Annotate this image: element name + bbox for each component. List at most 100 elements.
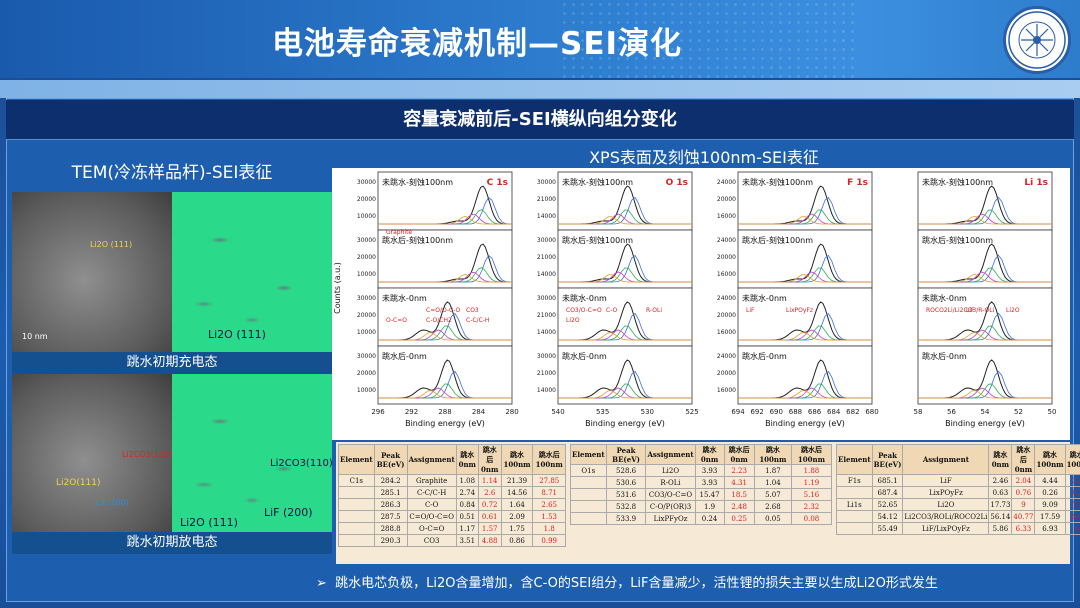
table-row: O1s 528.6 Li2O 3.93 2.23 1.87 1.88 bbox=[570, 464, 833, 477]
table-cell: 17.59 bbox=[1034, 510, 1066, 523]
xps-row-label: 未跳水-0nm bbox=[562, 293, 607, 303]
table-cell: 5.07 bbox=[753, 488, 792, 501]
xps-row-label: 跳水后-刻蚀100nm bbox=[922, 235, 993, 245]
xps-ytick: 10000 bbox=[357, 387, 376, 394]
xps-subplot bbox=[737, 345, 873, 405]
xps-xtick: 52 bbox=[1014, 408, 1023, 416]
table-cell: C-O/P(OR)3 bbox=[645, 500, 696, 513]
table-cell: 0.63 bbox=[988, 486, 1013, 499]
tem-label: Li2CO3(110) bbox=[122, 450, 173, 459]
xps-peak-annotation: C-O/CH2 bbox=[426, 317, 452, 324]
table-cell: 1.19 bbox=[790, 476, 833, 489]
table-cell: 2.46 bbox=[988, 474, 1013, 487]
table-cell: 9.09 bbox=[1034, 498, 1066, 511]
xps-fit-component bbox=[558, 390, 692, 399]
table-header-cell: Peak BE(eV) bbox=[871, 444, 904, 475]
table-header-cell: 跳水 100nm bbox=[753, 444, 792, 465]
xps-peak-annotation: C-O bbox=[606, 307, 618, 314]
xps-figure: 未跳水-刻蚀100nm C 1s 30000 20000 10000 跳水后-刻蚀100n… bbox=[332, 168, 1070, 440]
xps-ytick: 24000 bbox=[717, 237, 736, 244]
table-cell: 2.48 bbox=[723, 500, 755, 513]
table-cell: LixPOyFz bbox=[902, 486, 990, 499]
xps-fit-component bbox=[738, 390, 872, 399]
xps-fit-component bbox=[918, 331, 1052, 341]
xps-ytick: 24000 bbox=[717, 353, 736, 360]
table-row: C1s 284.2 Graphite 1.08 1.14 21.39 27.85 bbox=[338, 474, 566, 487]
xps-ylabel: Counts (a.u.) bbox=[333, 262, 342, 314]
table-cell: 290.3 bbox=[373, 534, 408, 547]
xps-fit-component bbox=[918, 389, 1052, 399]
tem-label: Li2O(111) bbox=[56, 478, 101, 488]
xps-peak-annotation: CO3 bbox=[466, 307, 479, 314]
table-cell: 0.26 bbox=[1034, 486, 1066, 499]
header-band bbox=[0, 80, 1080, 98]
xps-ytick: 14000 bbox=[537, 387, 556, 394]
tem-caption-charge: 跳水初期充电态 bbox=[12, 352, 332, 374]
table-cell: 3.93 bbox=[694, 464, 725, 477]
table-cell: 0.51 bbox=[455, 510, 479, 523]
xps-row-label: 跳水后-0nm bbox=[742, 351, 787, 361]
table-cell: 2.74 bbox=[455, 486, 479, 499]
xps-ytick: 24000 bbox=[717, 179, 736, 186]
xps-ytick: 21000 bbox=[537, 254, 556, 261]
header-bar: 电池寿命衰减机制—SEI演化 bbox=[0, 0, 1080, 78]
table-cell bbox=[836, 522, 873, 535]
xps-ytick: 16000 bbox=[717, 271, 736, 278]
xps-xtick: 288 bbox=[438, 408, 451, 416]
table-cell: 0.72 bbox=[477, 498, 502, 511]
xps-xlabel: Binding energy (eV) bbox=[405, 419, 485, 428]
xps-ytick: 20000 bbox=[357, 312, 376, 319]
xps-row-label: 跳水后-0nm bbox=[562, 351, 607, 361]
table-cell: 285.1 bbox=[373, 486, 408, 499]
table-header-cell: 跳水后 0nm bbox=[1011, 444, 1036, 475]
xps-xtick: 525 bbox=[685, 408, 698, 416]
table-row: 287.5 C=O/O-C=O 0.51 0.61 2.09 1.53 bbox=[338, 510, 566, 523]
table-cell bbox=[338, 498, 375, 511]
xps-subplot bbox=[557, 171, 693, 231]
xps-row-label: 跳水后-刻蚀100nm bbox=[742, 235, 813, 245]
table-cell: 1.04 bbox=[753, 476, 792, 489]
xps-row-label: 未跳水-0nm bbox=[382, 293, 427, 303]
xps-fit-component bbox=[378, 390, 512, 399]
xps-fit-component bbox=[738, 216, 872, 225]
table-cell: 0.39 bbox=[1064, 486, 1080, 499]
table-cell: 40.77 bbox=[1011, 510, 1036, 523]
composition-tables: Element Peak BE(eV) Assignment 跳水 0nm 跳水后 0n… bbox=[336, 442, 1080, 564]
xps-peak-annotation: Li2O bbox=[566, 317, 580, 324]
table-cell: 2.68 bbox=[753, 500, 792, 513]
table-cell: Li1s bbox=[836, 498, 873, 511]
table-header-cell: Assignment bbox=[902, 444, 990, 475]
xps-xtick: 684 bbox=[827, 408, 841, 416]
table-cell: 288.8 bbox=[373, 522, 408, 535]
table-cell: 14.56 bbox=[500, 486, 534, 499]
xps-peak-annotation: Li2O bbox=[1006, 307, 1020, 314]
o1s-table: Element Peak BE(eV) Assignment 跳水 0nm 跳水后 0n… bbox=[570, 444, 833, 525]
table-cell bbox=[570, 500, 607, 513]
table-cell: C-O bbox=[406, 498, 457, 511]
xps-ytick: 14000 bbox=[537, 329, 556, 336]
xps-xtick: 296 bbox=[371, 408, 385, 416]
xps-fit-component bbox=[918, 273, 1052, 283]
xps-ytick: 30000 bbox=[537, 179, 556, 186]
table-cell: O1s bbox=[570, 464, 607, 477]
table-header-row: Element Peak BE(eV) Assignment 跳水 0nm 跳水后 0n… bbox=[570, 444, 833, 465]
xps-ytick: 16000 bbox=[717, 213, 736, 220]
table-header-row: Element Peak BE(eV) Assignment 跳水 0nm 跳水后 0n… bbox=[338, 444, 566, 475]
table-cell: 6.93 bbox=[1034, 522, 1066, 535]
table-header-cell: Peak BE(eV) bbox=[373, 444, 408, 475]
table-cell: 4.44 bbox=[1034, 474, 1066, 487]
slide-title: 电池寿命衰减机制—SEI演化 bbox=[272, 26, 683, 62]
xps-row-label: 未跳水-刻蚀100nm bbox=[922, 177, 993, 187]
xps-xlabel: Binding energy (eV) bbox=[765, 419, 845, 428]
tem-image-discharge: Li2O(111) Li2CO3(110) LiF(200) Li2CO3(11… bbox=[12, 374, 332, 532]
table-row: 285.1 C-C/C-H 2.74 2.6 14.56 8.71 bbox=[338, 486, 566, 499]
table-cell: 4.31 bbox=[723, 476, 755, 489]
table-cell: 15.47 bbox=[694, 488, 725, 501]
table-cell: CO3/O-C=O bbox=[645, 488, 696, 501]
table-cell bbox=[836, 510, 873, 523]
table-cell: 0.84 bbox=[455, 498, 479, 511]
xps-row-label: 未跳水-刻蚀100nm bbox=[382, 177, 453, 187]
tem-label: LiF(200) bbox=[96, 498, 129, 507]
tem-label: Li2CO3(110) bbox=[270, 458, 332, 469]
table-cell: 2.32 bbox=[790, 500, 833, 513]
